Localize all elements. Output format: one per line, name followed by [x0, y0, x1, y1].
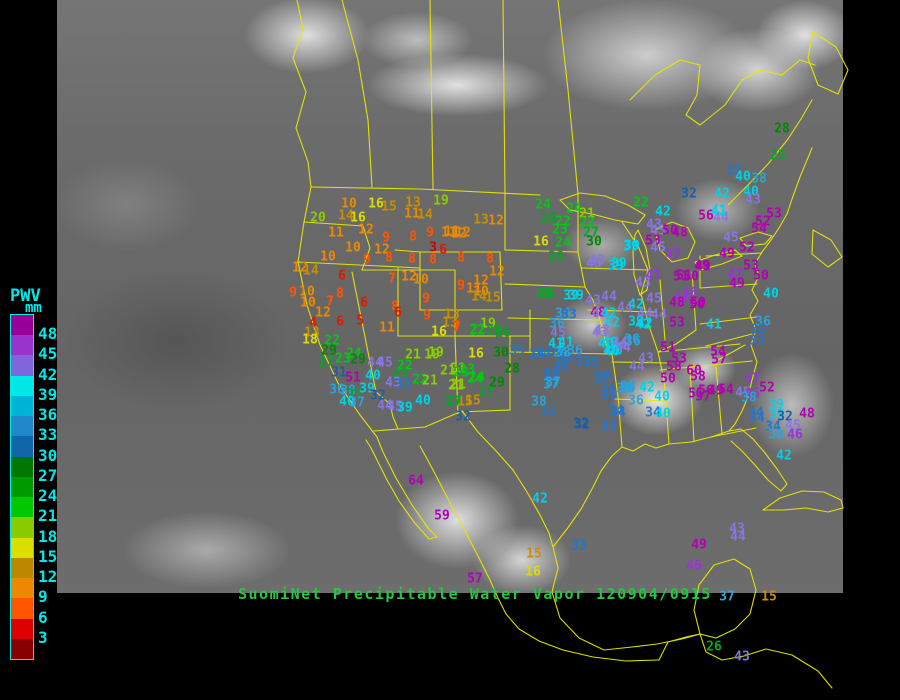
- legend-tick-label: 6: [38, 607, 48, 627]
- legend-tick-label: 30: [38, 445, 58, 465]
- legend-tick-label: 42: [38, 364, 58, 384]
- legend-color-block: [11, 638, 33, 659]
- legend-color-block: [11, 335, 33, 356]
- caption-timestamp: 120904/0915: [596, 585, 712, 603]
- legend-color-block: [11, 618, 33, 639]
- legend-tick-label: 36: [38, 405, 58, 425]
- legend-tick-label: 3: [38, 627, 48, 647]
- legend-tick-label: 27: [38, 465, 58, 485]
- caption-text: SuomiNet Precipitable Water Vapor: [238, 585, 586, 603]
- legend-color-block: [11, 598, 33, 619]
- legend-tick-label: 15: [38, 546, 58, 566]
- legend-color-block: [11, 395, 33, 417]
- caption: SuomiNet Precipitable Water Vapor 120904…: [238, 585, 712, 603]
- legend-units: mm: [25, 300, 42, 316]
- legend-tick-label: 45: [38, 344, 58, 364]
- legend-tick-label: 39: [38, 384, 58, 404]
- satellite-image: [57, 0, 843, 593]
- legend-color-block: [11, 315, 33, 336]
- legend-tick-label: 21: [38, 506, 58, 526]
- legend-tick-label: 48: [38, 324, 58, 344]
- legend-color-block: [11, 517, 33, 538]
- legend-color-block: [11, 497, 33, 518]
- legend-color-block: [11, 537, 33, 558]
- legend-color-block: [11, 456, 33, 477]
- legend-color-block: [11, 557, 33, 579]
- legend-tick-label: 12: [38, 567, 58, 587]
- legend-title: PWV: [10, 286, 41, 306]
- legend-tick-label: 24: [38, 486, 58, 506]
- legend-color-block: [11, 436, 33, 457]
- legend-color-block: [11, 416, 33, 437]
- legend-tick-label: 33: [38, 425, 58, 445]
- legend-tick-label: 18: [38, 526, 58, 546]
- legend-color-block: [11, 476, 33, 498]
- legend-color-block: [11, 355, 33, 376]
- coastline-central-america: [658, 633, 833, 689]
- station-pwv-value: 43: [734, 649, 750, 665]
- legend-color-block: [11, 375, 33, 396]
- legend-tick-label: 9: [38, 587, 48, 607]
- legend-colorbar: [10, 314, 34, 660]
- legend-color-block: [11, 578, 33, 599]
- station-pwv-value: 26: [706, 639, 722, 655]
